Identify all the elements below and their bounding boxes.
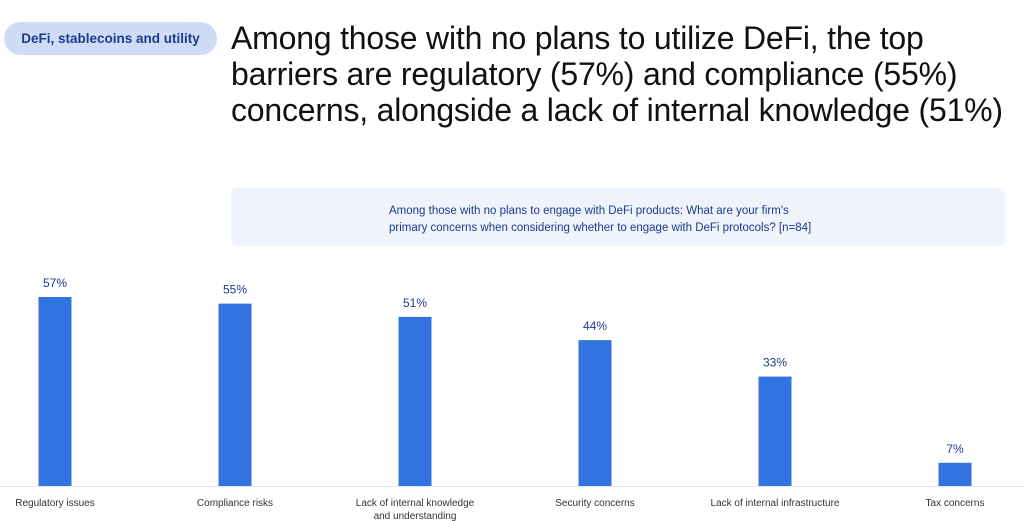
value-label-5: 7%: [946, 442, 964, 456]
bar-0: [38, 297, 72, 486]
bar-5: [938, 462, 972, 486]
bar-chart: 57% Regulatory issues 55% Compliance risks 5…: [0, 276, 1024, 521]
category-label-4: Lack of internal infrastructure: [711, 498, 840, 509]
bar-4: [758, 376, 792, 486]
bar-3: [578, 340, 612, 486]
value-label-2: 51%: [403, 296, 427, 310]
survey-question-line-2: primary concerns when considering whethe…: [389, 222, 812, 234]
category-label-5: Tax concerns: [926, 498, 985, 509]
value-label-0: 57%: [43, 276, 67, 290]
value-label-3: 44%: [583, 319, 607, 333]
value-label-4: 33%: [763, 356, 787, 370]
category-label-3: Security concerns: [555, 498, 634, 509]
category-label-1: Compliance risks: [197, 498, 273, 509]
bar-2: [398, 316, 432, 486]
value-label-1: 55%: [223, 283, 247, 297]
category-label-0: Regulatory issues: [15, 498, 94, 509]
page-title: Among those with no plans to utilize DeF…: [231, 20, 1003, 128]
category-label-2: Lack of internal knowledge and understand…: [356, 498, 475, 521]
bar-1: [218, 303, 252, 486]
section-tag: DeFi, stablecoins and utility: [4, 22, 217, 55]
survey-question-line-1: Among those with no plans to engage with…: [389, 205, 789, 217]
survey-question: Among those with no plans to engage with…: [231, 188, 1005, 246]
